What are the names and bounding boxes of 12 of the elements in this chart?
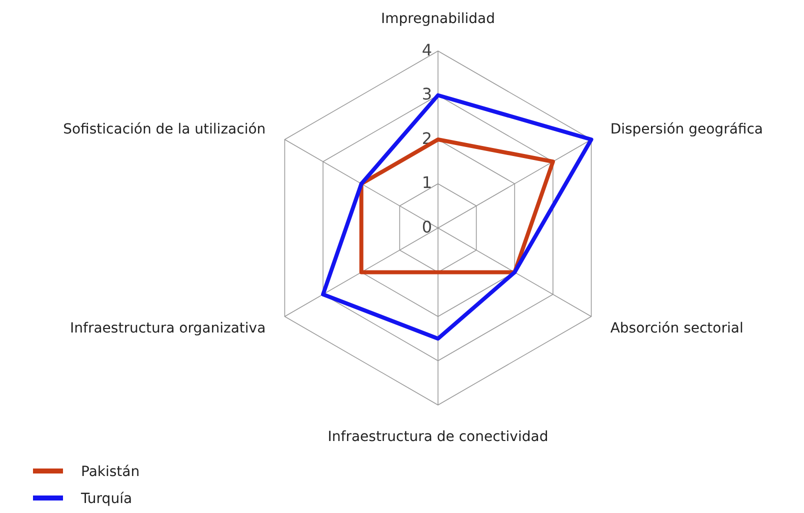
y-tick-label: 1	[422, 173, 432, 192]
spoke-label: Dispersión geográfica	[610, 122, 764, 138]
spoke-label: Absorción sectorial	[610, 320, 744, 336]
y-tick-label: 4	[422, 40, 432, 60]
y-tick-label: 0	[422, 217, 432, 236]
legend-label: Turquía	[80, 491, 132, 507]
spoke-label: Sofisticación de la utilización	[63, 122, 266, 138]
legend-label: Pakistán	[81, 464, 140, 480]
spoke-label: Infraestructura de conectividad	[328, 429, 548, 445]
spoke-label: Impregnabilidad	[381, 11, 495, 27]
y-tick-label: 3	[422, 84, 432, 104]
spoke-label: Infraestructura organizativa	[70, 320, 266, 336]
